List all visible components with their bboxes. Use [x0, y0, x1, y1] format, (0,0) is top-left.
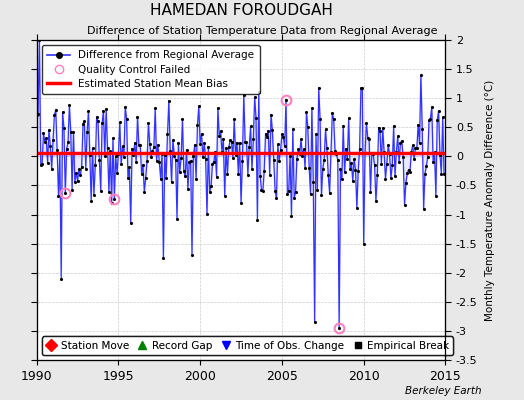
Legend: Station Move, Record Gap, Time of Obs. Change, Empirical Break: Station Move, Record Gap, Time of Obs. C… — [42, 336, 453, 355]
Text: Difference of Station Temperature Data from Regional Average: Difference of Station Temperature Data f… — [87, 26, 437, 36]
Title: HAMEDAN FOROUDGAH: HAMEDAN FOROUDGAH — [150, 3, 332, 18]
Text: Berkeley Earth: Berkeley Earth — [406, 386, 482, 396]
Y-axis label: Monthly Temperature Anomaly Difference (°C): Monthly Temperature Anomaly Difference (… — [485, 79, 495, 321]
